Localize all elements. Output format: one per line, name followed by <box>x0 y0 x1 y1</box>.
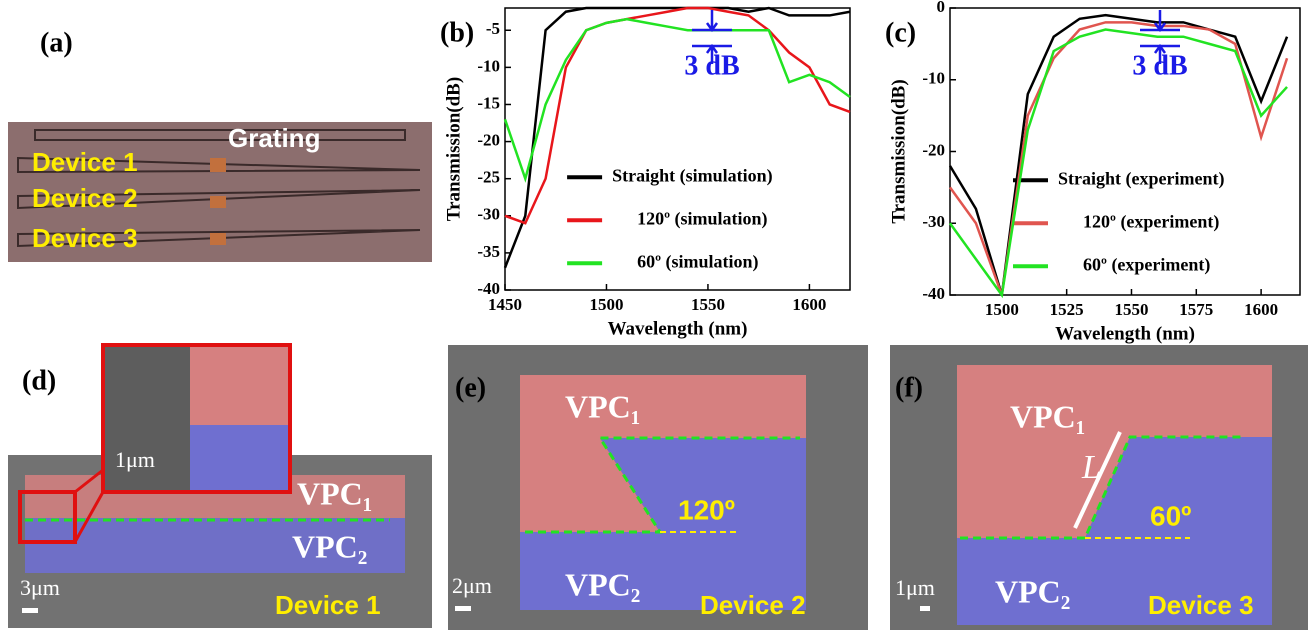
panel-label: (f) <box>895 372 923 403</box>
x-tick-label: 1575 <box>1179 300 1213 319</box>
vpc2-region <box>520 438 806 610</box>
gratings <box>210 158 226 245</box>
scale-bar <box>920 606 930 611</box>
vpc1-label: VPC₁ <box>297 475 372 511</box>
x-tick-label: 1550 <box>1114 300 1148 319</box>
device-label: Device 1 <box>32 147 138 177</box>
x-tick-label: 1450 <box>488 295 522 314</box>
panel-label: (c) <box>885 17 916 48</box>
legend-label: 120º (simulation) <box>637 208 767 229</box>
y-tick-label: -30 <box>922 212 945 231</box>
y-tick-label: -40 <box>477 279 500 298</box>
x-tick-label: 1600 <box>1244 300 1278 319</box>
legend-label: 120º (experiment) <box>1083 211 1219 232</box>
plot-frame <box>949 7 1301 296</box>
device-label: Device 3 <box>1148 590 1254 620</box>
series-line <box>503 6 851 269</box>
vpc2-region <box>957 437 1272 625</box>
annotation-arrows <box>1140 10 1180 64</box>
series-line <box>503 17 851 183</box>
scale-label: 1μm <box>115 447 155 472</box>
y-tick-label: -5 <box>486 19 500 38</box>
length-arrow <box>1073 431 1122 529</box>
zoom-box <box>18 490 77 544</box>
path-arrow <box>960 435 1245 540</box>
y-tick-label: -10 <box>477 56 500 75</box>
panel-label: (e) <box>455 372 486 403</box>
inset-vpc2 <box>190 425 288 490</box>
x-axis-label: Wavelength (nm) <box>1055 323 1195 344</box>
angle-label: 60º <box>1150 500 1191 531</box>
device-label: Device 2 <box>700 590 806 620</box>
device-label: Device 1 <box>275 590 381 620</box>
device-label: Device 2 <box>32 183 138 213</box>
y-tick-label: -10 <box>922 69 945 88</box>
x-tick-label: 1500 <box>985 300 1019 319</box>
vpc2-label: VPC₂ <box>292 528 367 564</box>
x-tick-label: 1550 <box>691 295 725 314</box>
y-tick-label: -25 <box>477 168 500 187</box>
y-tick-label: -35 <box>477 242 500 261</box>
scale-label: 3μm <box>20 575 60 600</box>
vpc2-region <box>25 518 405 573</box>
vpc2-label: VPC₂ <box>565 566 640 602</box>
y-axis-label: Transmission(dB) <box>443 77 464 221</box>
vpc1-label: VPC₁ <box>1010 398 1085 434</box>
series-line <box>948 28 1288 299</box>
scale-label: 2μm <box>452 573 492 598</box>
y-axis-label: Transmission(dB) <box>888 79 909 223</box>
panel-label: (a) <box>40 27 73 58</box>
x-tick-label: 1525 <box>1050 300 1084 319</box>
scale-label: 1μm <box>895 575 935 600</box>
legend-label: Straight (experiment) <box>1058 168 1224 189</box>
inset-vpc1 <box>190 347 288 425</box>
legend-label: Straight (simulation) <box>612 165 773 186</box>
path-arrow <box>525 436 800 534</box>
scale-bar <box>22 608 38 613</box>
vpc1-label: VPC₁ <box>565 388 640 424</box>
vpc2-label: VPC₂ <box>995 573 1070 609</box>
zoom-lines <box>73 468 105 543</box>
device-label: Device 3 <box>32 223 138 253</box>
panel-label: (d) <box>22 365 56 396</box>
vpc1-region <box>957 365 1272 538</box>
legend-label: 60º (experiment) <box>1083 254 1210 275</box>
y-tick-label: -30 <box>477 205 500 224</box>
y-tick-label: -20 <box>922 140 945 159</box>
legend-label: 60º (simulation) <box>637 251 758 272</box>
y-tick-label: -40 <box>922 284 945 303</box>
series-line <box>504 6 851 225</box>
length-label: L <box>1081 449 1101 486</box>
y-tick-label: -15 <box>477 93 500 112</box>
x-tick-label: 1500 <box>589 295 623 314</box>
scale-bar <box>455 606 471 611</box>
angle-label: 120º <box>678 494 735 525</box>
plot-frame <box>504 7 851 291</box>
y-tick-label: 0 <box>937 0 946 16</box>
x-axis-label: Wavelength (nm) <box>608 318 748 339</box>
vpc1-region <box>520 375 806 532</box>
annotation-arrows <box>692 10 732 64</box>
panel-label: (b) <box>440 17 474 48</box>
grating-label: Grating <box>228 123 320 153</box>
y-tick-label: -20 <box>477 130 500 149</box>
x-tick-label: 1600 <box>792 295 826 314</box>
